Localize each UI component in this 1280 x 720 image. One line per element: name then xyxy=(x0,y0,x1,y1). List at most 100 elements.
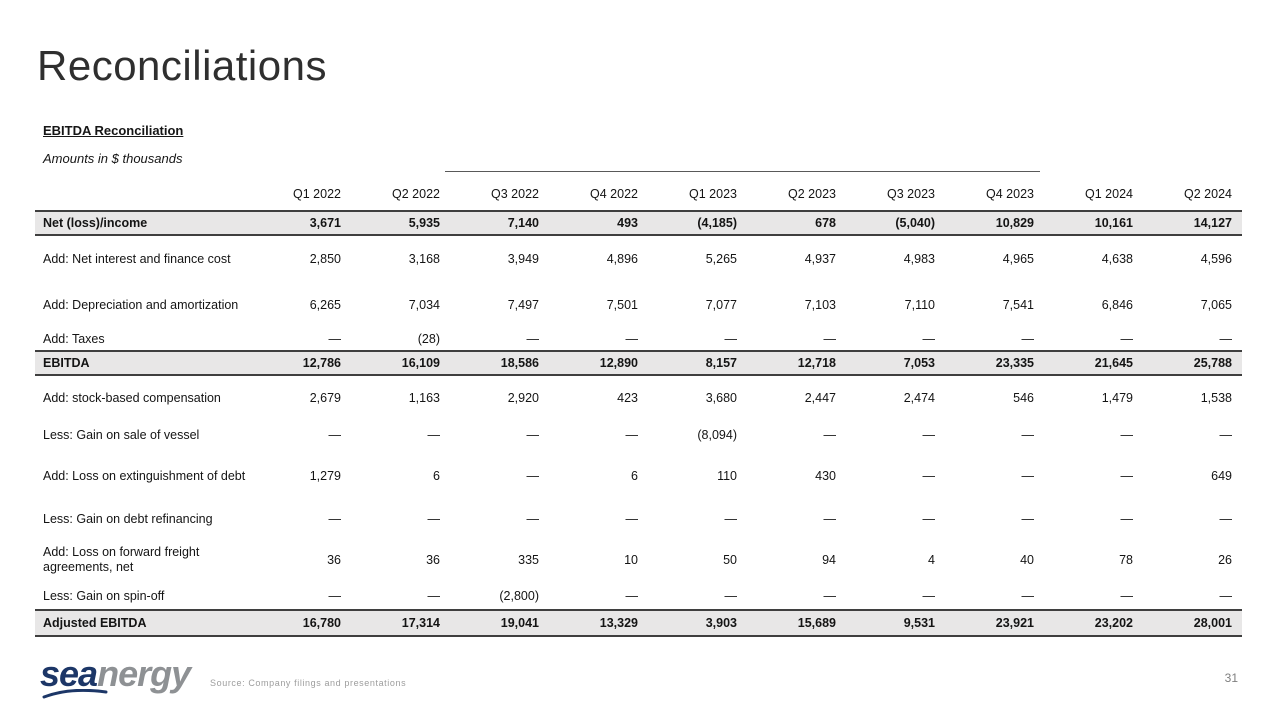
table-cell: 19,041 xyxy=(450,609,549,637)
table-cell: 4,937 xyxy=(804,251,836,266)
table-cell: 26 xyxy=(1218,552,1232,567)
table-cell: 78 xyxy=(1119,552,1133,567)
table-row: Add: Loss on extinguishment of debt 1,279… xyxy=(35,451,1242,501)
table-cell: — xyxy=(328,588,342,603)
table-cell: 40 xyxy=(1020,552,1034,567)
source-note: Source: Company filings and presentation… xyxy=(210,678,407,688)
table-cell: 649 xyxy=(1211,468,1232,483)
table-cell: — xyxy=(724,331,738,346)
table-cell: — xyxy=(526,468,540,483)
table-row: Add: stock-based compensation 2,679 1,163 2… xyxy=(35,375,1242,420)
table-cell: 12,890 xyxy=(549,350,648,376)
logo-text-sea: sea xyxy=(40,653,98,694)
table-cell: 25,788 xyxy=(1143,350,1242,376)
table-cell: 493 xyxy=(549,210,648,236)
table-cell: 23,921 xyxy=(945,609,1044,637)
table-cell: 3,168 xyxy=(408,251,440,266)
table-cell: 1,163 xyxy=(408,390,440,405)
row-label: Less: Gain on debt refinancing xyxy=(43,511,213,526)
table-row: Add: Depreciation and amortization 6,265 7… xyxy=(35,282,1242,328)
table-row: Less: Gain on spin-off — — (2,800) — — — — — — — xyxy=(35,583,1242,610)
table-cell: 3,680 xyxy=(705,390,737,405)
table-cell: 4,983 xyxy=(903,251,935,266)
table-row: Add: Taxes — (28) — — — — — — — — xyxy=(35,328,1242,351)
table-cell: 110 xyxy=(717,468,737,483)
table-cell: 23,335 xyxy=(945,350,1044,376)
table-cell: — xyxy=(1120,428,1134,442)
row-label: Add: Taxes xyxy=(43,331,105,346)
ebitda-reconciliation-table: Q1 2022 Q2 2022 Q3 2022 Q4 2022 Q1 2023 Q2 20… xyxy=(35,183,1242,637)
table-cell: 4,596 xyxy=(1200,251,1232,266)
company-logo: seanergy xyxy=(40,653,191,699)
table-cell: — xyxy=(1219,588,1233,603)
table-cell: 7,501 xyxy=(606,297,638,312)
table-cell: 17,314 xyxy=(351,609,450,637)
table-row: Add: Loss on forward freight agreements,… xyxy=(35,537,1242,583)
table-cell: 23,202 xyxy=(1044,609,1143,637)
table-cell: 6 xyxy=(631,468,638,483)
table-cell: 6,265 xyxy=(309,297,341,312)
row-label: Add: Loss on forward freight agreements,… xyxy=(43,545,200,574)
table-cell: — xyxy=(1021,468,1035,483)
table-cell: 1,479 xyxy=(1101,390,1133,405)
table-cell: — xyxy=(1219,428,1233,442)
table-cell: 5,265 xyxy=(705,251,737,266)
column-header: Q1 2024 xyxy=(1085,187,1133,201)
table-cell: 4,965 xyxy=(1002,251,1034,266)
table-cell: 36 xyxy=(426,552,440,567)
column-header: Q2 2023 xyxy=(788,187,836,201)
table-row: Less: Gain on debt refinancing — — — — — — — — — — xyxy=(35,501,1242,537)
table-cell: — xyxy=(922,428,936,442)
table-cell: — xyxy=(328,511,342,526)
table-row: EBITDA 12,786 16,109 18,586 12,890 8,157 12,71… xyxy=(35,350,1242,376)
table-cell: 4,638 xyxy=(1101,251,1133,266)
table-cell: 4,896 xyxy=(606,251,638,266)
table-cell: 7,065 xyxy=(1200,297,1232,312)
table-cell: 6,846 xyxy=(1101,297,1133,312)
table-cell: 2,679 xyxy=(309,390,341,405)
table-cell: 18,586 xyxy=(450,350,549,376)
table-cell: — xyxy=(1021,428,1035,442)
column-header: Q3 2022 xyxy=(491,187,539,201)
row-label-header xyxy=(35,183,252,211)
table-row: Net (loss)/income 3,671 5,935 7,140 493 (4,18… xyxy=(35,210,1242,236)
table-cell: 2,850 xyxy=(309,251,341,266)
table-cell: (4,185) xyxy=(648,210,747,236)
table-cell: — xyxy=(1120,511,1134,526)
table-cell: — xyxy=(625,511,639,526)
row-label: EBITDA xyxy=(35,350,252,376)
table-cell: 423 xyxy=(617,390,638,405)
table-cell: — xyxy=(823,331,837,346)
table-cell: — xyxy=(1021,511,1035,526)
table-cell: (28) xyxy=(417,331,440,346)
table-cell: — xyxy=(1120,331,1134,346)
table-cell: — xyxy=(625,331,639,346)
row-label: Add: Depreciation and amortization xyxy=(43,297,239,312)
table-cell: — xyxy=(823,511,837,526)
table-cell: 94 xyxy=(822,552,836,567)
table-cell: 7,110 xyxy=(904,297,935,312)
table-cell: 7,034 xyxy=(408,297,440,312)
table-cell: 2,447 xyxy=(804,390,836,405)
table-cell: 14,127 xyxy=(1143,210,1242,236)
table-row: Add: Net interest and finance cost 2,850 3… xyxy=(35,235,1242,282)
table-cell: 21,645 xyxy=(1044,350,1143,376)
table-cell: 3,671 xyxy=(252,210,351,236)
table-cell: 36 xyxy=(327,552,341,567)
table-cell: — xyxy=(1120,468,1134,483)
table-cell: — xyxy=(526,331,540,346)
table-cell: — xyxy=(328,428,342,442)
table-cell: 7,077 xyxy=(705,297,737,312)
table-cell: — xyxy=(427,428,441,442)
page-number: 31 xyxy=(1224,671,1238,685)
table-cell: — xyxy=(823,588,837,603)
column-header: Q1 2022 xyxy=(293,187,341,201)
row-label: Add: Net interest and finance cost xyxy=(43,251,231,266)
table-cell: — xyxy=(328,331,342,346)
table-cell: 15,689 xyxy=(747,609,846,637)
table-cell: — xyxy=(922,331,936,346)
table-cell: 10 xyxy=(624,552,638,567)
logo-swoosh-icon xyxy=(42,689,108,699)
table-cell: 7,541 xyxy=(1002,297,1034,312)
